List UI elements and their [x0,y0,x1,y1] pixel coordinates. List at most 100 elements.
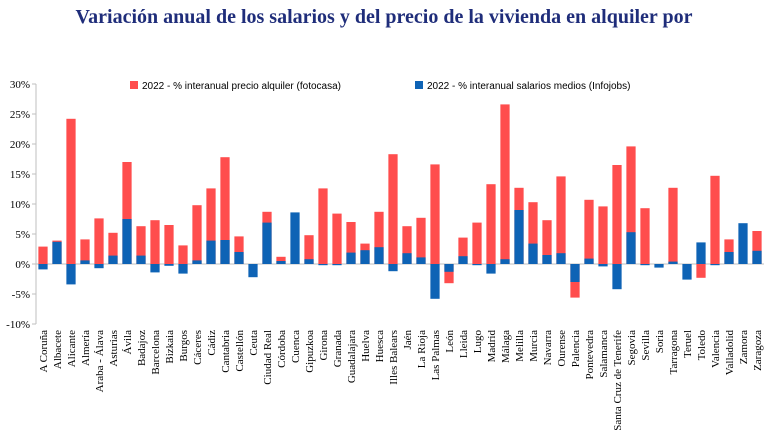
bar-rent [374,211,384,264]
x-tick-label: Murcia [528,330,540,362]
x-tick-label: Teruel [682,330,694,358]
bar-rent [500,104,510,265]
x-tick-label: Cáceres [192,330,204,365]
bar-salary [136,255,146,264]
y-tick-label: 10% [10,199,30,211]
bar-rent [220,157,230,264]
bar-rent [710,175,720,264]
bar-rent [164,225,174,264]
y-tick-label: 5% [15,229,30,241]
legend-swatch [415,81,423,89]
bar-salary [248,264,258,278]
x-tick-label: La Rioja [416,330,428,368]
bar-salary [738,223,748,264]
y-tick-label: 25% [10,109,30,121]
x-tick-label: Barcelona [150,330,162,375]
x-tick-label: Navarra [542,330,554,366]
bar-salary [360,250,370,264]
bar-rent [402,226,412,264]
bar-salary [276,261,286,264]
x-tick-label: Pontevedra [584,330,596,380]
bar-salary [374,247,384,264]
bar-salary [234,252,244,264]
y-tick-label: -10% [6,319,30,331]
bar-rent [206,188,216,264]
x-tick-label: Asturias [108,330,120,367]
x-tick-label: Cantabria [220,330,232,373]
legend: 2022 - % interanual precio alquiler (fot… [130,81,630,92]
bar-rent [122,162,132,264]
x-tick-label: Zaragoza [752,330,764,371]
bar-salary [598,264,608,267]
bar-rent [80,239,90,264]
x-tick-label: Araba - Álava [94,330,106,392]
y-tick-label: -5% [12,289,30,301]
chart-title: Variación anual de los salarios y del pr… [75,6,693,28]
bar-salary [66,264,76,285]
x-tick-label: Ciudad Real [262,330,274,385]
legend-label: 2022 - % interanual salarios medios (Inf… [427,81,630,92]
x-tick-label: Tarragona [668,330,680,375]
bar-rent [542,220,552,264]
bar-salary [654,264,664,268]
bar-salary [612,264,622,290]
bar-salary [206,240,216,264]
bar-salary [640,264,650,266]
x-tick-label: Valencia [710,330,722,368]
bar-rent [276,256,286,264]
bar-rent [304,235,314,264]
bar-rent [696,264,706,278]
x-tick-label: Lugo [472,330,484,354]
x-tick-label: Alicante [66,330,78,367]
bar-salary [570,264,580,282]
x-tick-label: León [444,330,456,353]
bar-salary [472,264,482,266]
bar-salary [304,259,314,264]
bar-salary [486,264,496,274]
bar-salary [528,243,538,264]
y-tick-label: 0% [15,259,30,271]
bar-rent [584,199,594,264]
bar-rent [612,165,622,264]
bar-salary [108,255,118,264]
bar-rent [94,218,104,264]
x-tick-label: Ourense [556,330,568,367]
x-tick-label: Illes Balears [388,330,400,385]
bar-rent [752,231,762,264]
x-tick-label: Lleida [458,330,470,358]
legend-label: 2022 - % interanual precio alquiler (fot… [142,81,341,92]
bar-salary [220,240,230,264]
x-tick-label: Salamanca [598,330,610,378]
x-tick-label: Cuenca [290,330,302,363]
bar-rent [416,217,426,264]
bar-salary [52,241,62,264]
bar-salary [724,252,734,264]
bar-rent [724,239,734,264]
bar-salary [752,250,762,264]
bar-salary [444,264,454,272]
x-tick-label: Zamora [738,330,750,364]
bar-rent [626,146,636,264]
x-tick-label: Almería [80,330,92,366]
bar-salary [122,219,132,264]
bar-rent [178,245,188,264]
bar-salary [430,264,440,299]
bar-salary [262,222,272,264]
x-tick-label: Segovia [626,330,638,366]
bar-rent [388,154,398,264]
x-tick-label: A Coruña [38,330,50,373]
bar-rent [668,187,678,264]
bar-rent [458,237,468,264]
bar-salary [514,210,524,264]
bar-salary [584,258,594,264]
bar-salary [556,253,566,264]
bar-salary [626,232,636,264]
x-tick-label: Madrid [486,330,498,363]
x-tick-label: Huelva [360,330,372,362]
bar-rent [486,184,496,264]
bar-rent [192,205,202,264]
bar-salary [458,256,468,264]
x-tick-label: Badajoz [136,330,148,366]
x-tick-label: Burgos [178,330,190,362]
